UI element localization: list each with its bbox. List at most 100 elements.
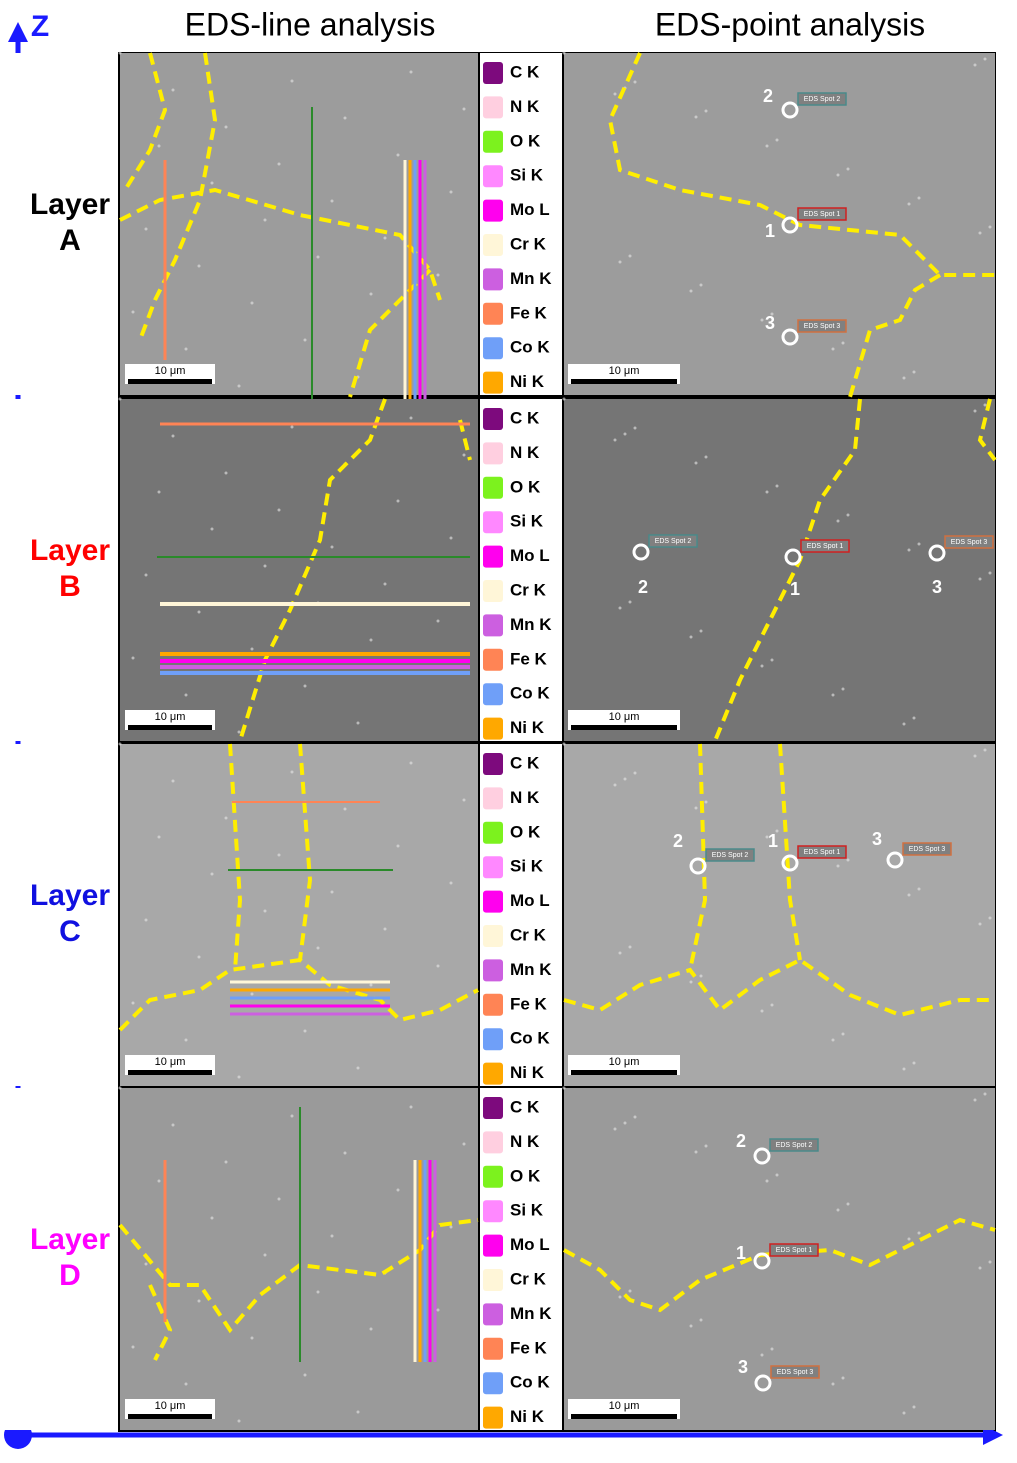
spot-tag bbox=[769, 1243, 819, 1257]
texture bbox=[277, 1197, 281, 1201]
grain-boundary bbox=[228, 743, 243, 971]
legend-swatch bbox=[483, 1200, 503, 1223]
legend-label: Co K bbox=[510, 338, 550, 357]
legend-label: Fe K bbox=[510, 303, 548, 322]
texture bbox=[290, 425, 294, 429]
legend-swatch bbox=[483, 1131, 503, 1154]
spot-tag-label: EDS Spot 3 bbox=[777, 1369, 814, 1376]
texture bbox=[462, 107, 466, 111]
legend-label: Mn K bbox=[510, 615, 552, 634]
texture bbox=[224, 125, 228, 129]
layer-word: Layer bbox=[30, 879, 110, 912]
texture bbox=[694, 115, 698, 119]
spot-number: 3 bbox=[872, 829, 882, 849]
spot-marker bbox=[928, 544, 946, 562]
spot-tag-label: EDS Spot 1 bbox=[776, 1247, 813, 1254]
texture bbox=[290, 79, 294, 83]
texture bbox=[973, 754, 977, 758]
texture bbox=[409, 416, 413, 420]
texture bbox=[988, 1260, 992, 1264]
texture bbox=[118, 51, 122, 55]
line-scan-micrograph bbox=[120, 53, 478, 395]
legend-swatch bbox=[483, 717, 503, 740]
texture bbox=[699, 629, 703, 633]
spot-tag bbox=[797, 845, 847, 859]
spot-number: 2 bbox=[763, 86, 773, 106]
legend-swatch bbox=[483, 1303, 503, 1326]
layer-label-panel bbox=[0, 399, 118, 741]
texture bbox=[131, 1001, 135, 1005]
texture bbox=[409, 70, 413, 74]
legend-label: Si K bbox=[510, 512, 544, 531]
scale-bar bbox=[571, 1070, 677, 1075]
spot-tag bbox=[797, 92, 847, 106]
texture bbox=[902, 722, 906, 726]
texture bbox=[831, 347, 835, 351]
texture bbox=[316, 1290, 320, 1294]
texture bbox=[978, 1266, 982, 1270]
scale-bar-label: 10 μm bbox=[155, 1056, 186, 1068]
texture bbox=[449, 1225, 453, 1229]
texture bbox=[907, 548, 911, 552]
legend-swatch bbox=[483, 1269, 503, 1291]
legend-label: Cr K bbox=[510, 234, 547, 253]
texture bbox=[369, 983, 373, 987]
grain-boundary bbox=[148, 1284, 173, 1361]
texture bbox=[694, 806, 698, 810]
texture bbox=[562, 397, 566, 401]
spot-tag bbox=[705, 848, 755, 862]
texture bbox=[613, 1127, 617, 1131]
texture bbox=[330, 1234, 334, 1238]
legend-label: Mn K bbox=[510, 960, 552, 979]
texture bbox=[699, 974, 703, 978]
texture bbox=[197, 1299, 201, 1303]
scale-bar bbox=[128, 1070, 212, 1075]
legend-swatch bbox=[483, 1337, 503, 1360]
texture bbox=[983, 57, 987, 61]
legend-swatch bbox=[483, 302, 503, 325]
texture bbox=[237, 384, 241, 388]
legend-label: Mo L bbox=[510, 1235, 550, 1254]
layer-label-panel bbox=[0, 53, 118, 395]
texture bbox=[912, 370, 916, 374]
texture bbox=[907, 1237, 911, 1241]
spot-number: 3 bbox=[932, 577, 942, 597]
texture bbox=[623, 432, 627, 436]
texture bbox=[144, 918, 148, 922]
texture bbox=[907, 893, 911, 897]
grain-boundary bbox=[977, 398, 997, 462]
grain-boundary bbox=[123, 52, 168, 192]
legend-swatch bbox=[483, 408, 503, 430]
grain-boundary bbox=[118, 957, 479, 1032]
texture bbox=[237, 730, 241, 734]
texture bbox=[210, 527, 214, 531]
spot-marker bbox=[754, 1374, 772, 1392]
texture bbox=[171, 88, 175, 92]
scale-bar-label: 10 μm bbox=[155, 711, 186, 723]
texture bbox=[623, 1121, 627, 1125]
texture bbox=[356, 1410, 360, 1414]
texture bbox=[171, 434, 175, 438]
spot-marker bbox=[781, 216, 799, 234]
axis-label: Z bbox=[31, 10, 49, 43]
texture bbox=[131, 310, 135, 314]
legend-label: O K bbox=[510, 1166, 541, 1185]
texture bbox=[184, 347, 188, 351]
texture bbox=[770, 1003, 774, 1007]
texture bbox=[765, 1179, 769, 1183]
texture bbox=[760, 1009, 764, 1013]
spot-tag-label: EDS Spot 1 bbox=[804, 849, 841, 856]
texture bbox=[628, 600, 632, 604]
texture bbox=[383, 236, 387, 240]
texture bbox=[343, 807, 347, 811]
legend-label: Fe K bbox=[510, 1338, 548, 1357]
legend-swatch bbox=[483, 580, 503, 602]
texture bbox=[263, 1253, 267, 1257]
texture bbox=[171, 779, 175, 783]
texture bbox=[449, 536, 453, 540]
texture bbox=[618, 951, 622, 955]
texture bbox=[699, 283, 703, 287]
scale-bar bbox=[571, 1414, 677, 1419]
texture bbox=[144, 1262, 148, 1266]
layer-letter: A bbox=[59, 224, 81, 257]
